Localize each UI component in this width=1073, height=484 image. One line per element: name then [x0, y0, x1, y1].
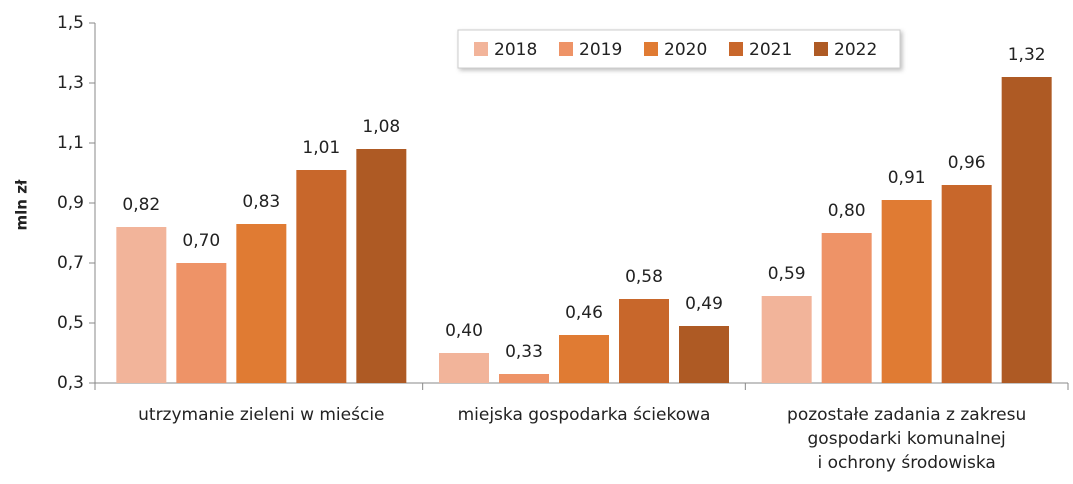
bar: [116, 227, 167, 383]
bar: [499, 374, 549, 383]
y-tick-label: 0,9: [57, 193, 84, 213]
value-label: 0,40: [445, 321, 483, 341]
value-label: 0,91: [888, 168, 926, 188]
bar: [881, 200, 932, 383]
bar: [941, 185, 992, 383]
y-tick-label: 1,1: [57, 133, 84, 153]
value-label: 0,33: [505, 342, 543, 362]
bar: [356, 149, 407, 383]
legend-label: 2021: [749, 40, 792, 60]
value-label: 0,96: [948, 153, 986, 173]
bar: [559, 335, 609, 383]
x-tick-label: pozostałe zadania z zakresu gospodarki k…: [787, 405, 1027, 473]
bar: [439, 353, 489, 383]
value-label: 1,08: [362, 117, 400, 137]
bar: [821, 233, 872, 383]
y-tick-label: 0,5: [57, 313, 84, 333]
y-tick-label: 0,7: [57, 253, 84, 273]
value-label: 0,82: [122, 195, 160, 215]
legend-swatch: [814, 42, 828, 56]
x-tick-label: utrzymanie zieleni w mieście: [138, 405, 385, 425]
value-label: 0,59: [768, 264, 806, 284]
legend-swatch: [729, 42, 743, 56]
value-label: 0,58: [625, 267, 663, 287]
value-label: 0,83: [242, 192, 280, 212]
legend-label: 2020: [664, 40, 707, 60]
legend-swatch: [644, 42, 658, 56]
value-label: 0,70: [182, 231, 220, 251]
value-label: 0,49: [685, 294, 723, 314]
legend-label: 2018: [494, 40, 537, 60]
legend-swatch: [559, 42, 573, 56]
y-axis-label: mln zł: [13, 179, 31, 230]
value-label: 0,80: [828, 201, 866, 221]
bar: [679, 326, 729, 383]
bar: [296, 170, 347, 383]
bar: [176, 263, 227, 383]
y-tick-label: 1,5: [57, 13, 84, 33]
x-tick-label: miejska gospodarka ściekowa: [457, 405, 711, 425]
legend-label: 2022: [834, 40, 877, 60]
bar: [619, 299, 669, 383]
legend-label: 2019: [579, 40, 622, 60]
y-tick-label: 0,3: [57, 373, 84, 393]
bar: [761, 296, 812, 383]
y-tick-label: 1,3: [57, 73, 84, 93]
bar: [1001, 77, 1052, 383]
bar: [236, 224, 287, 383]
value-label: 1,32: [1008, 45, 1046, 65]
value-label: 1,01: [302, 138, 340, 158]
value-label: 0,46: [565, 303, 603, 323]
legend-swatch: [474, 42, 488, 56]
